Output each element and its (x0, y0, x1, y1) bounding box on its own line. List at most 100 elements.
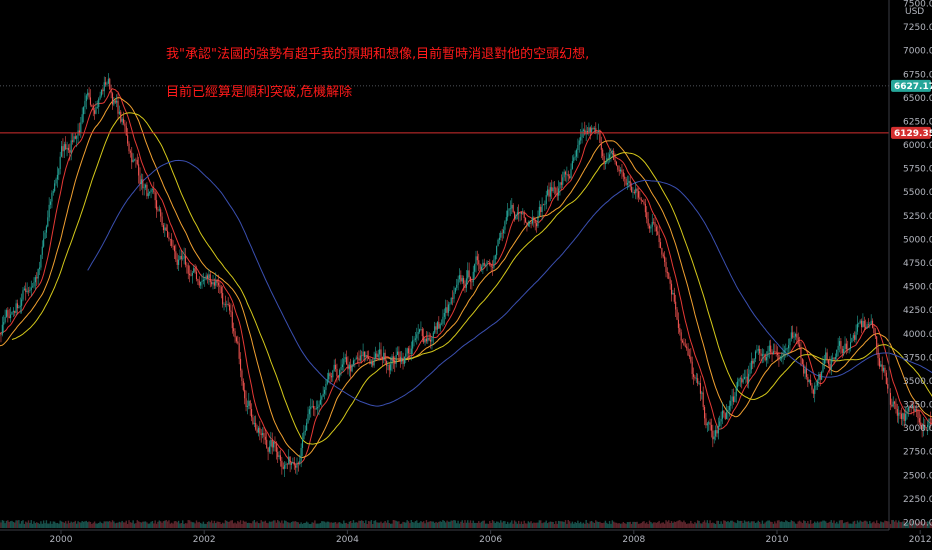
candle-body (58, 168, 60, 175)
volume-bar (665, 520, 667, 528)
volume-bar (36, 522, 38, 528)
volume-bar (745, 521, 747, 528)
volume-bar (847, 521, 849, 528)
price-axis[interactable]: 7500.00 7250.00 7000.00 6750.00 6500.00 6250.… (903, 0, 932, 529)
candle-body (662, 254, 664, 257)
candle-body (355, 357, 357, 360)
volume-bar (359, 520, 362, 528)
candle-body (790, 332, 792, 339)
candle-body (851, 338, 853, 343)
volume-bar (608, 521, 611, 528)
volume-bar (433, 522, 436, 528)
candle-body (413, 339, 415, 341)
volume-bar (299, 523, 301, 528)
volume-bar (226, 520, 228, 528)
volume-bar (534, 522, 536, 528)
volume-bar (63, 522, 66, 528)
candle-body (588, 127, 590, 134)
candle-body (161, 216, 163, 226)
candle-body (691, 361, 693, 374)
volume-bar (734, 522, 736, 528)
volume-bar (504, 521, 506, 528)
candle-body (122, 118, 125, 124)
candle-body (226, 303, 228, 305)
candle-body (894, 401, 896, 404)
candle-body (21, 299, 23, 306)
candle-body (610, 151, 612, 155)
candle-body (673, 292, 675, 302)
candle-body (889, 392, 892, 405)
volume-bar (208, 521, 210, 528)
volume-bar (898, 520, 900, 528)
candle-body (454, 287, 456, 293)
candle-body (906, 411, 908, 414)
volume-bar (808, 523, 810, 528)
volume-bar (805, 523, 808, 528)
volume-bar (266, 522, 268, 528)
volume-bar (99, 521, 101, 528)
candle-body (479, 264, 481, 270)
candle-body (606, 158, 608, 163)
price-tick-label: 3250.00 (903, 401, 932, 411)
candle-body (277, 451, 279, 457)
volume-bar (29, 522, 31, 528)
volume-bar (25, 521, 27, 528)
volume-bar (159, 521, 162, 528)
volume-bar (848, 523, 850, 528)
volume-bar (326, 521, 328, 528)
price-tick-label: 5000.00 (903, 235, 932, 245)
candle-body (728, 405, 730, 410)
volume-bar (327, 521, 330, 528)
candle-body (735, 387, 737, 397)
volume-bar (166, 521, 169, 528)
candle-body (650, 226, 652, 229)
volume-bar (183, 523, 185, 528)
volume-bar (579, 521, 582, 528)
volume-bar (231, 520, 233, 528)
volume-bar (53, 521, 56, 528)
candle-body (666, 272, 668, 274)
candle-body (25, 288, 27, 293)
volume-bar (562, 521, 564, 528)
price-tick-label: 3000.00 (903, 424, 932, 434)
volume-bar (22, 520, 24, 528)
candle-body (807, 377, 809, 382)
volume-bar (286, 522, 289, 528)
candle-body (788, 345, 790, 349)
candle-body (866, 324, 868, 329)
candle-body (249, 400, 251, 409)
candle-body (216, 280, 218, 283)
candle-body (95, 107, 97, 114)
candle-body (456, 284, 458, 288)
volume-bar (98, 523, 100, 528)
volume-bar (179, 523, 181, 528)
candle-body (315, 408, 317, 410)
candle-body (553, 187, 556, 189)
volume-bar (674, 522, 677, 528)
candle-body (212, 282, 214, 285)
volume-bar (464, 520, 466, 528)
candle-body (693, 373, 695, 377)
candle-body (523, 213, 525, 218)
candle-body (593, 128, 595, 130)
time-axis[interactable]: 2000200220042006200820102012201420162018… (50, 530, 932, 545)
candle-body (574, 156, 576, 158)
candle-body (883, 367, 885, 372)
volume-bar (730, 520, 732, 528)
candle-body (184, 255, 187, 265)
volume-bar (508, 523, 510, 528)
candle-body (47, 217, 49, 227)
volume-bar (475, 522, 477, 528)
candle-body (684, 345, 686, 347)
candle-body (771, 352, 773, 355)
volume-bar (630, 523, 633, 528)
candle-body (793, 336, 795, 338)
volume-bar (369, 521, 371, 528)
volume-bar (647, 523, 649, 528)
volume-bar (614, 522, 616, 528)
candle-body (914, 409, 916, 412)
volume-bar (340, 523, 342, 528)
candle-body (566, 174, 568, 175)
volume-bar (611, 520, 614, 528)
candle-body (414, 338, 416, 340)
